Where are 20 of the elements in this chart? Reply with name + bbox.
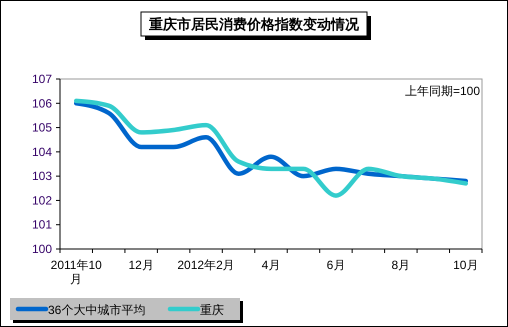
- y-tick-label: 107: [32, 72, 52, 86]
- annotation: 上年同期=100: [404, 84, 480, 98]
- legend-label: 36个大中城市平均: [48, 303, 146, 317]
- x-tick-label: 10月: [453, 258, 478, 272]
- y-tick-label: 104: [32, 144, 52, 159]
- x-tick-label: 6月: [326, 258, 346, 272]
- line-series: [74, 98, 468, 198]
- y-tick-label: 105: [32, 120, 52, 135]
- y-tick-label: 100: [32, 242, 52, 256]
- x-tick-label: 12月: [128, 258, 154, 272]
- chart-title: 重庆市居民消费价格指数变动情况: [148, 16, 360, 32]
- x-tick-label: 2011年10月: [50, 258, 102, 286]
- y-tick-label: 102: [32, 193, 52, 208]
- x-tick-label: 8月: [392, 258, 410, 272]
- legend-label: 重庆: [200, 303, 224, 317]
- y-tick-label: 103: [32, 169, 52, 184]
- y-tick-label: 101: [32, 218, 52, 232]
- y-tick-label: 106: [32, 96, 52, 110]
- x-tick-label: 2012年2月: [177, 258, 235, 272]
- x-tick-label: 4月: [262, 258, 280, 272]
